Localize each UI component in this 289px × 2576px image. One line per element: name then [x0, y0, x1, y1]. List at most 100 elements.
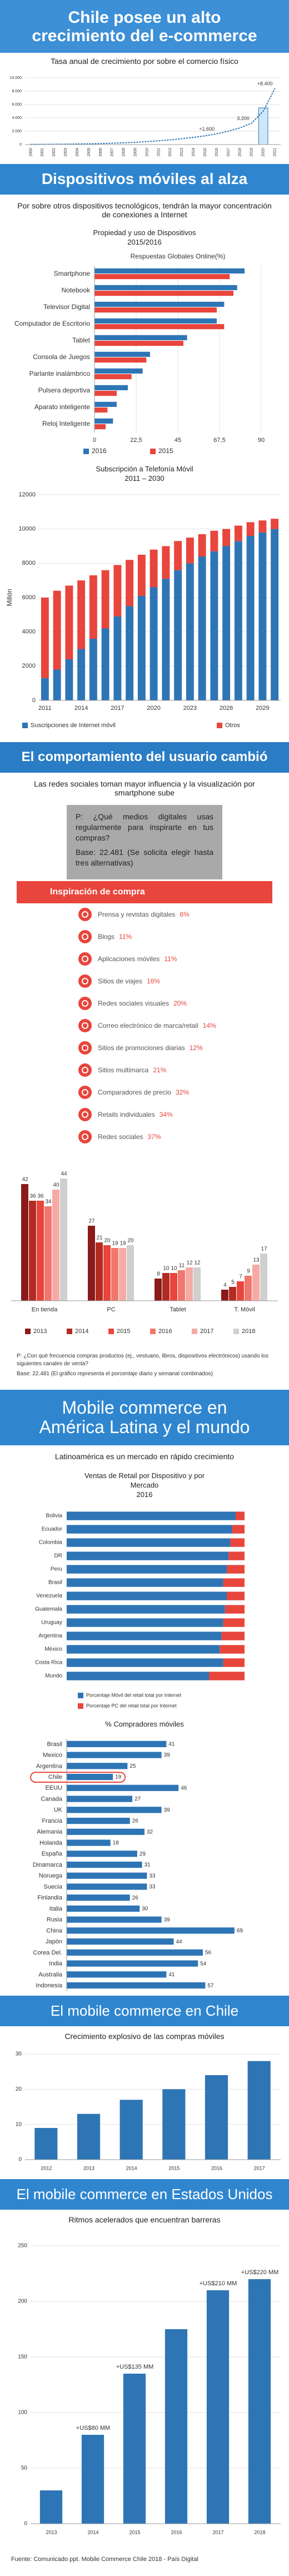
y-tick-label: 200: [18, 2299, 27, 2305]
bar-segment: [67, 1618, 223, 1627]
bar: [81, 2435, 104, 2524]
bar: [34, 2128, 58, 2160]
bar: [94, 274, 230, 280]
item-label: Redes sociales: [98, 1133, 143, 1141]
bar-segment: [67, 1551, 229, 1560]
bar-segment: [41, 598, 49, 678]
bar: [94, 418, 113, 424]
bar: [67, 1916, 162, 1923]
value-label: 26: [132, 1895, 139, 1901]
value-label: 11: [179, 1263, 185, 1269]
icon-circle: [78, 1041, 92, 1055]
value-label: 19: [115, 1774, 122, 1781]
icon-circle: [78, 1108, 92, 1121]
category-label: EEUU: [45, 1785, 62, 1792]
value-label: 18: [113, 1840, 119, 1846]
section-banner: Dispositivos móviles al alza: [0, 164, 289, 195]
value-label: 29: [139, 1851, 146, 1857]
chart-title-block: Propiedad y uso de Dispositivos 2015/201…: [0, 225, 289, 250]
x-tick-label: Tablet: [170, 1306, 186, 1313]
bar: [94, 301, 225, 307]
legend-swatch: [22, 723, 28, 728]
icon-glyph: [82, 1067, 88, 1073]
x-tick-label: 2014: [87, 2529, 98, 2535]
bar-segment: [223, 1618, 245, 1627]
bar-segment: [126, 606, 134, 700]
bar-segment: [227, 1565, 245, 1574]
legend-swatch: [108, 1329, 114, 1334]
section-intro: Latinoamérica es un mercado en rápido cr…: [54, 1452, 235, 1461]
icon-glyph: [82, 1022, 88, 1029]
value-label: 13: [253, 1257, 260, 1264]
item-label: Retails individuales: [98, 1111, 155, 1118]
value-label: 9: [247, 1269, 250, 1275]
x-tick-label: 2014: [74, 705, 88, 712]
bar: [60, 1178, 67, 1301]
bar-segment: [210, 530, 218, 551]
chile-chart: 0 10 20 30 2012 2013 2014 2015 2016 2017: [16, 2051, 281, 2171]
x-tick-label: 2013: [83, 2165, 94, 2171]
item-icon: [78, 997, 92, 1010]
legend-label: Porcentaje Móvil del retail total por In…: [86, 1692, 182, 1698]
value-label: 39: [164, 1752, 171, 1758]
category-label: DR: [54, 1553, 62, 1559]
item-label: Prensa y revistas digitales: [98, 911, 176, 918]
item-value: 11%: [164, 955, 177, 963]
bar: [67, 1784, 179, 1791]
y-tick-label: 6.000: [12, 103, 22, 107]
bar-segment: [67, 1672, 209, 1680]
survey-box: P: ¿Qué medios digitales usas regularmen…: [67, 804, 222, 880]
value-label: 27: [134, 1796, 141, 1802]
item-label: Sitios de viajes: [98, 977, 143, 985]
item-value: 6%: [180, 911, 190, 918]
bar: [67, 1960, 198, 1967]
value-label: 26: [132, 1818, 139, 1824]
bar: [206, 2290, 230, 2524]
value-label: +8.400: [257, 81, 273, 87]
y-tick-label: 10.000: [10, 76, 22, 80]
category-label: Brasil: [47, 1741, 62, 1748]
item-icon: [78, 1041, 92, 1055]
x-tick-label: 22,5: [130, 437, 142, 444]
bar: [221, 1290, 228, 1301]
bar-segment: [67, 1511, 236, 1520]
icon-glyph: [82, 1000, 88, 1007]
bar-segment: [67, 1578, 223, 1587]
bar-segment: [222, 546, 231, 700]
section-banner: Mobile commerce en América Latina y el m…: [0, 1390, 289, 1445]
x-tick-label: 2000: [29, 148, 33, 157]
item-label: Aplicaciones móviles: [98, 955, 160, 963]
x-tick-label: 2016: [171, 2529, 182, 2535]
category-label: Mundo: [45, 1673, 62, 1679]
bar: [88, 1226, 95, 1301]
bar-segment: [236, 1511, 245, 1520]
bar-segment: [67, 1632, 222, 1640]
inspiration-title: Inspiración de compra: [17, 881, 272, 903]
bar: [67, 1949, 203, 1956]
icon-glyph: [82, 1045, 88, 1051]
icon-circle: [78, 930, 92, 943]
icon-glyph: [82, 933, 88, 940]
category-label: Suecia: [43, 1883, 63, 1890]
bar-segment: [221, 1632, 245, 1640]
inspiration-item: Redes sociales 37%: [0, 1126, 289, 1148]
category-label: Canada: [41, 1796, 62, 1802]
value-label: 41: [168, 1972, 175, 1978]
value-label: 31: [144, 1862, 151, 1868]
bar: [94, 285, 237, 290]
highlight-outline: [30, 1772, 126, 1783]
legend-swatch: [67, 1329, 72, 1334]
x-tick-label: 2001: [41, 148, 44, 157]
footer: Fuente: Comunicado ppt. Mobile Commerce …: [11, 2556, 198, 2563]
value-label: 54: [200, 1961, 207, 1967]
icon-glyph: [82, 1089, 88, 1096]
y-tick-label: 0: [18, 2157, 22, 2163]
bar: [67, 1828, 144, 1835]
value-label: 8: [157, 1271, 160, 1277]
bar: [67, 1807, 162, 1813]
inspiration-item: Sitios multimarca 21%: [0, 1059, 289, 1081]
bar-segment: [223, 1578, 245, 1587]
value-label: 36: [37, 1193, 44, 1200]
bar-segment: [162, 579, 170, 700]
